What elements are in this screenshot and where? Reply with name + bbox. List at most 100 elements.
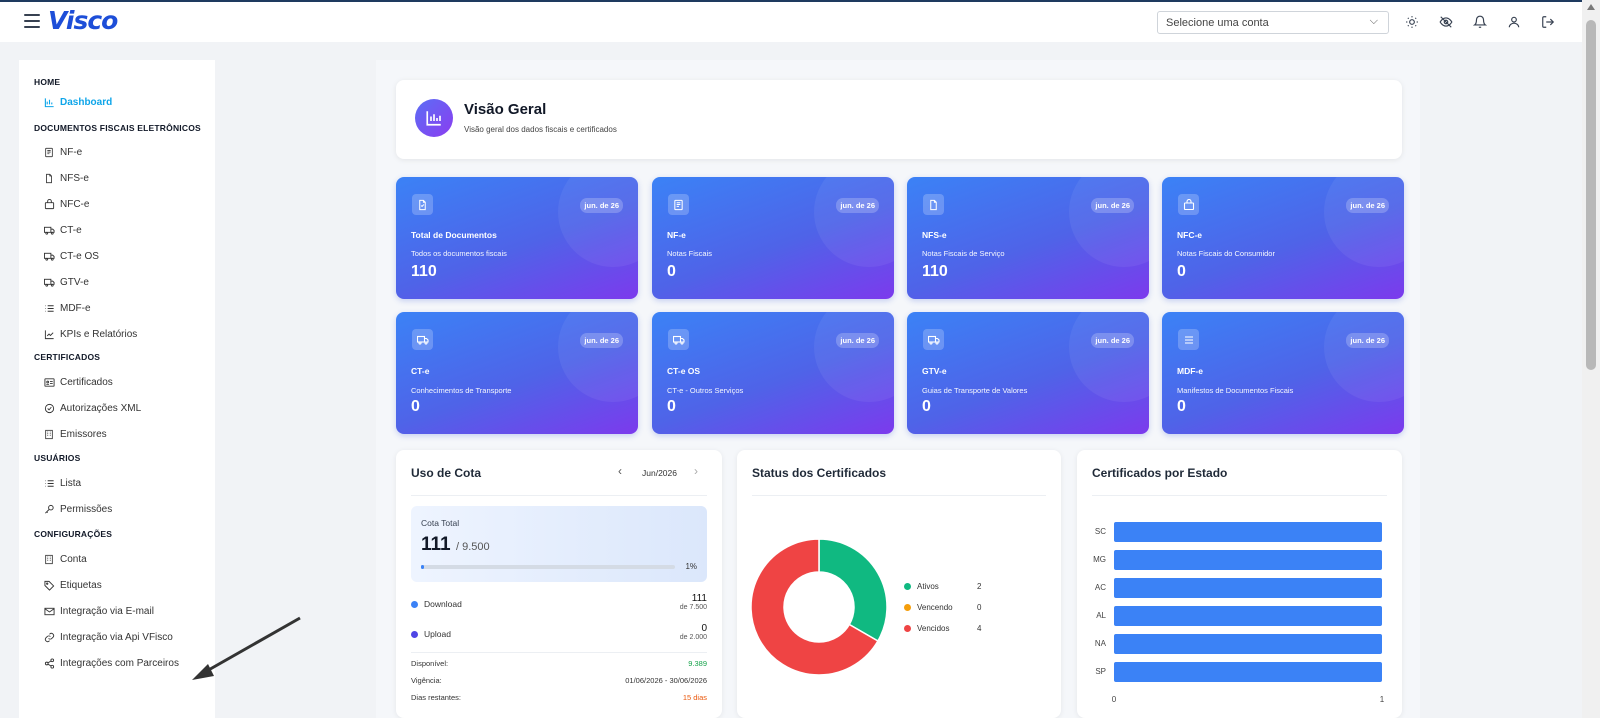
stat-card-nfse[interactable]: jun. de 26 NFS-e Notas Fiscais de Serviç… bbox=[907, 177, 1149, 299]
stat-card-cte-os[interactable]: jun. de 26 CT-e OS CT-e - Outros Serviço… bbox=[652, 312, 894, 434]
app-logo[interactable]: Visco bbox=[48, 6, 118, 35]
sidebar-item-etiquetas[interactable]: Etiquetas bbox=[43, 579, 102, 591]
account-select[interactable]: Selecione uma conta ⌵ bbox=[1157, 11, 1389, 34]
sidebar-item-integracoes-parceiros[interactable]: Integrações com Parceiros bbox=[43, 657, 179, 669]
scrollbar-thumb[interactable] bbox=[1586, 20, 1596, 370]
bar-mg bbox=[1114, 550, 1382, 570]
sidebar-item-cte[interactable]: CT-e bbox=[43, 224, 82, 236]
scroll-up-icon[interactable] bbox=[1587, 4, 1595, 10]
card-subtitle: CT-e - Outros Serviços bbox=[667, 386, 744, 395]
bell-icon[interactable] bbox=[1471, 13, 1489, 31]
sidebar-item-gtve[interactable]: GTV-e bbox=[43, 276, 89, 288]
bar-chart-icon bbox=[415, 99, 453, 137]
sidebar-item-permissoes[interactable]: Permissões bbox=[43, 503, 112, 515]
bar-label-sc: SC bbox=[1094, 527, 1106, 536]
certificates-by-state-title: Certificados por Estado bbox=[1092, 466, 1228, 480]
card-title: CT-e bbox=[411, 366, 430, 376]
sidebar-item-label: Dashboard bbox=[60, 96, 113, 108]
card-title: NFS-e bbox=[922, 230, 947, 240]
download-label: Download bbox=[424, 599, 462, 609]
mail-icon bbox=[43, 605, 55, 617]
period-badge: jun. de 26 bbox=[836, 198, 879, 213]
truck-icon bbox=[923, 329, 944, 350]
sidebar-item-nfse[interactable]: NFS-e bbox=[43, 172, 89, 184]
annotation-arrow bbox=[192, 616, 301, 680]
logout-icon[interactable] bbox=[1539, 13, 1557, 31]
chevron-down-icon: ⌵ bbox=[1369, 15, 1378, 27]
link-icon bbox=[43, 631, 55, 643]
sidebar-item-autorizacoes[interactable]: Autorizações XML bbox=[43, 402, 141, 414]
list-icon bbox=[43, 302, 55, 314]
sidebar-item-kpis[interactable]: KPIs e Relatórios bbox=[43, 328, 137, 340]
sidebar-item-lista[interactable]: Lista bbox=[43, 477, 81, 489]
bag-icon bbox=[43, 198, 55, 210]
sidebar-item-integracao-api[interactable]: Integração via Api VFisco bbox=[43, 631, 173, 643]
card-subtitle: Notas Fiscais bbox=[667, 249, 713, 258]
sidebar-item-label: Emissores bbox=[60, 428, 107, 440]
page-scrollbar[interactable] bbox=[1582, 0, 1600, 718]
sun-icon[interactable] bbox=[1403, 13, 1421, 31]
sidebar-item-nfe[interactable]: NF-e bbox=[43, 146, 82, 158]
available-row: Disponível: 9.389 bbox=[411, 659, 707, 668]
remaining-value: 15 dias bbox=[682, 693, 707, 702]
sidebar-item-label: CT-e OS bbox=[60, 250, 99, 262]
card-subtitle: Manifestos de Documentos Fiscais bbox=[1177, 386, 1294, 395]
sidebar-item-integracao-email[interactable]: Integração via E-mail bbox=[43, 605, 154, 617]
quota-total-label: Cota Total bbox=[421, 518, 460, 528]
share-icon bbox=[43, 657, 55, 669]
period-badge: jun. de 26 bbox=[1346, 333, 1389, 348]
sidebar-item-nfce[interactable]: NFC-e bbox=[43, 198, 89, 210]
sidebar-item-cte-os[interactable]: CT-e OS bbox=[43, 250, 99, 262]
page-title: Visão Geral bbox=[464, 101, 547, 118]
sidebar-section-configuracoes: CONFIGURAÇÕES bbox=[34, 529, 113, 539]
sidebar-item-label: Integração via E-mail bbox=[60, 605, 154, 617]
sidebar-item-label: Permissões bbox=[60, 503, 113, 515]
validity-value: 01/06/2026 - 30/06/2026 bbox=[625, 676, 707, 685]
download-limit: de 7.500 bbox=[679, 604, 707, 611]
sidebar-item-mdfe[interactable]: MDF-e bbox=[43, 302, 91, 314]
sidebar-item-label: MDF-e bbox=[60, 302, 91, 314]
quota-title: Uso de Cota bbox=[411, 466, 482, 480]
card-value: 0 bbox=[411, 398, 420, 415]
certificates-status-title: Status dos Certificados bbox=[752, 466, 887, 480]
sidebar-item-label: Lista bbox=[60, 477, 82, 489]
donut-slice-vencidos bbox=[750, 538, 879, 676]
chevron-left-icon[interactable]: ‹ bbox=[618, 464, 622, 478]
sidebar-item-conta[interactable]: Conta bbox=[43, 553, 87, 565]
bar-label-al: AL bbox=[1096, 611, 1106, 620]
stat-card-mdfe[interactable]: jun. de 26 MDF-e Manifestos de Documento… bbox=[1162, 312, 1404, 434]
legend-dot-ativos bbox=[904, 583, 911, 591]
stat-card-nfce[interactable]: jun. de 26 NFC-e Notas Fiscais do Consum… bbox=[1162, 177, 1404, 299]
sidebar-item-certificados[interactable]: Certificados bbox=[43, 376, 113, 388]
legend-label: Vencidos bbox=[917, 624, 950, 633]
card-value: 0 bbox=[667, 398, 676, 415]
bar-label-na: NA bbox=[1094, 639, 1106, 648]
card-title: NFC-e bbox=[1177, 230, 1203, 240]
card-subtitle: Notas Fiscais do Consumidor bbox=[1177, 249, 1275, 258]
sidebar-item-label: KPIs e Relatórios bbox=[60, 328, 138, 340]
sidebar: HOME Dashboard DOCUMENTOS FISCAIS ELETRÔ… bbox=[19, 60, 215, 718]
sidebar-section-home: HOME bbox=[34, 77, 61, 87]
available-value: 9.389 bbox=[688, 659, 707, 668]
sidebar-item-dashboard[interactable]: Dashboard bbox=[43, 96, 112, 108]
stat-card-gtve[interactable]: jun. de 26 GTV-e Guias de Transporte de … bbox=[907, 312, 1149, 434]
building-icon bbox=[43, 553, 55, 565]
stat-card-cte[interactable]: jun. de 26 CT-e Conhecimentos de Transpo… bbox=[396, 312, 638, 434]
list-icon bbox=[1178, 329, 1199, 350]
chevron-right-icon[interactable]: › bbox=[694, 464, 698, 478]
stat-card-nfe[interactable]: jun. de 26 NF-e Notas Fiscais 0 bbox=[652, 177, 894, 299]
sidebar-item-emissores[interactable]: Emissores bbox=[43, 428, 107, 440]
legend-count: 4 bbox=[977, 624, 982, 633]
eye-off-icon[interactable] bbox=[1437, 13, 1455, 31]
quota-progress-fill bbox=[421, 565, 424, 569]
legend-count: 2 bbox=[977, 582, 982, 591]
card-title: Total de Documentos bbox=[411, 230, 497, 240]
stat-card-total[interactable]: jun. de 26 Total de Documentos Todos os … bbox=[396, 177, 638, 299]
menu-icon[interactable] bbox=[24, 14, 40, 28]
card-value: 0 bbox=[1177, 398, 1186, 415]
user-icon[interactable] bbox=[1505, 13, 1523, 31]
key-icon bbox=[43, 503, 55, 515]
sidebar-item-label: Integrações com Parceiros bbox=[60, 657, 179, 669]
bar-na bbox=[1114, 634, 1382, 654]
period-badge: jun. de 26 bbox=[1091, 198, 1134, 213]
